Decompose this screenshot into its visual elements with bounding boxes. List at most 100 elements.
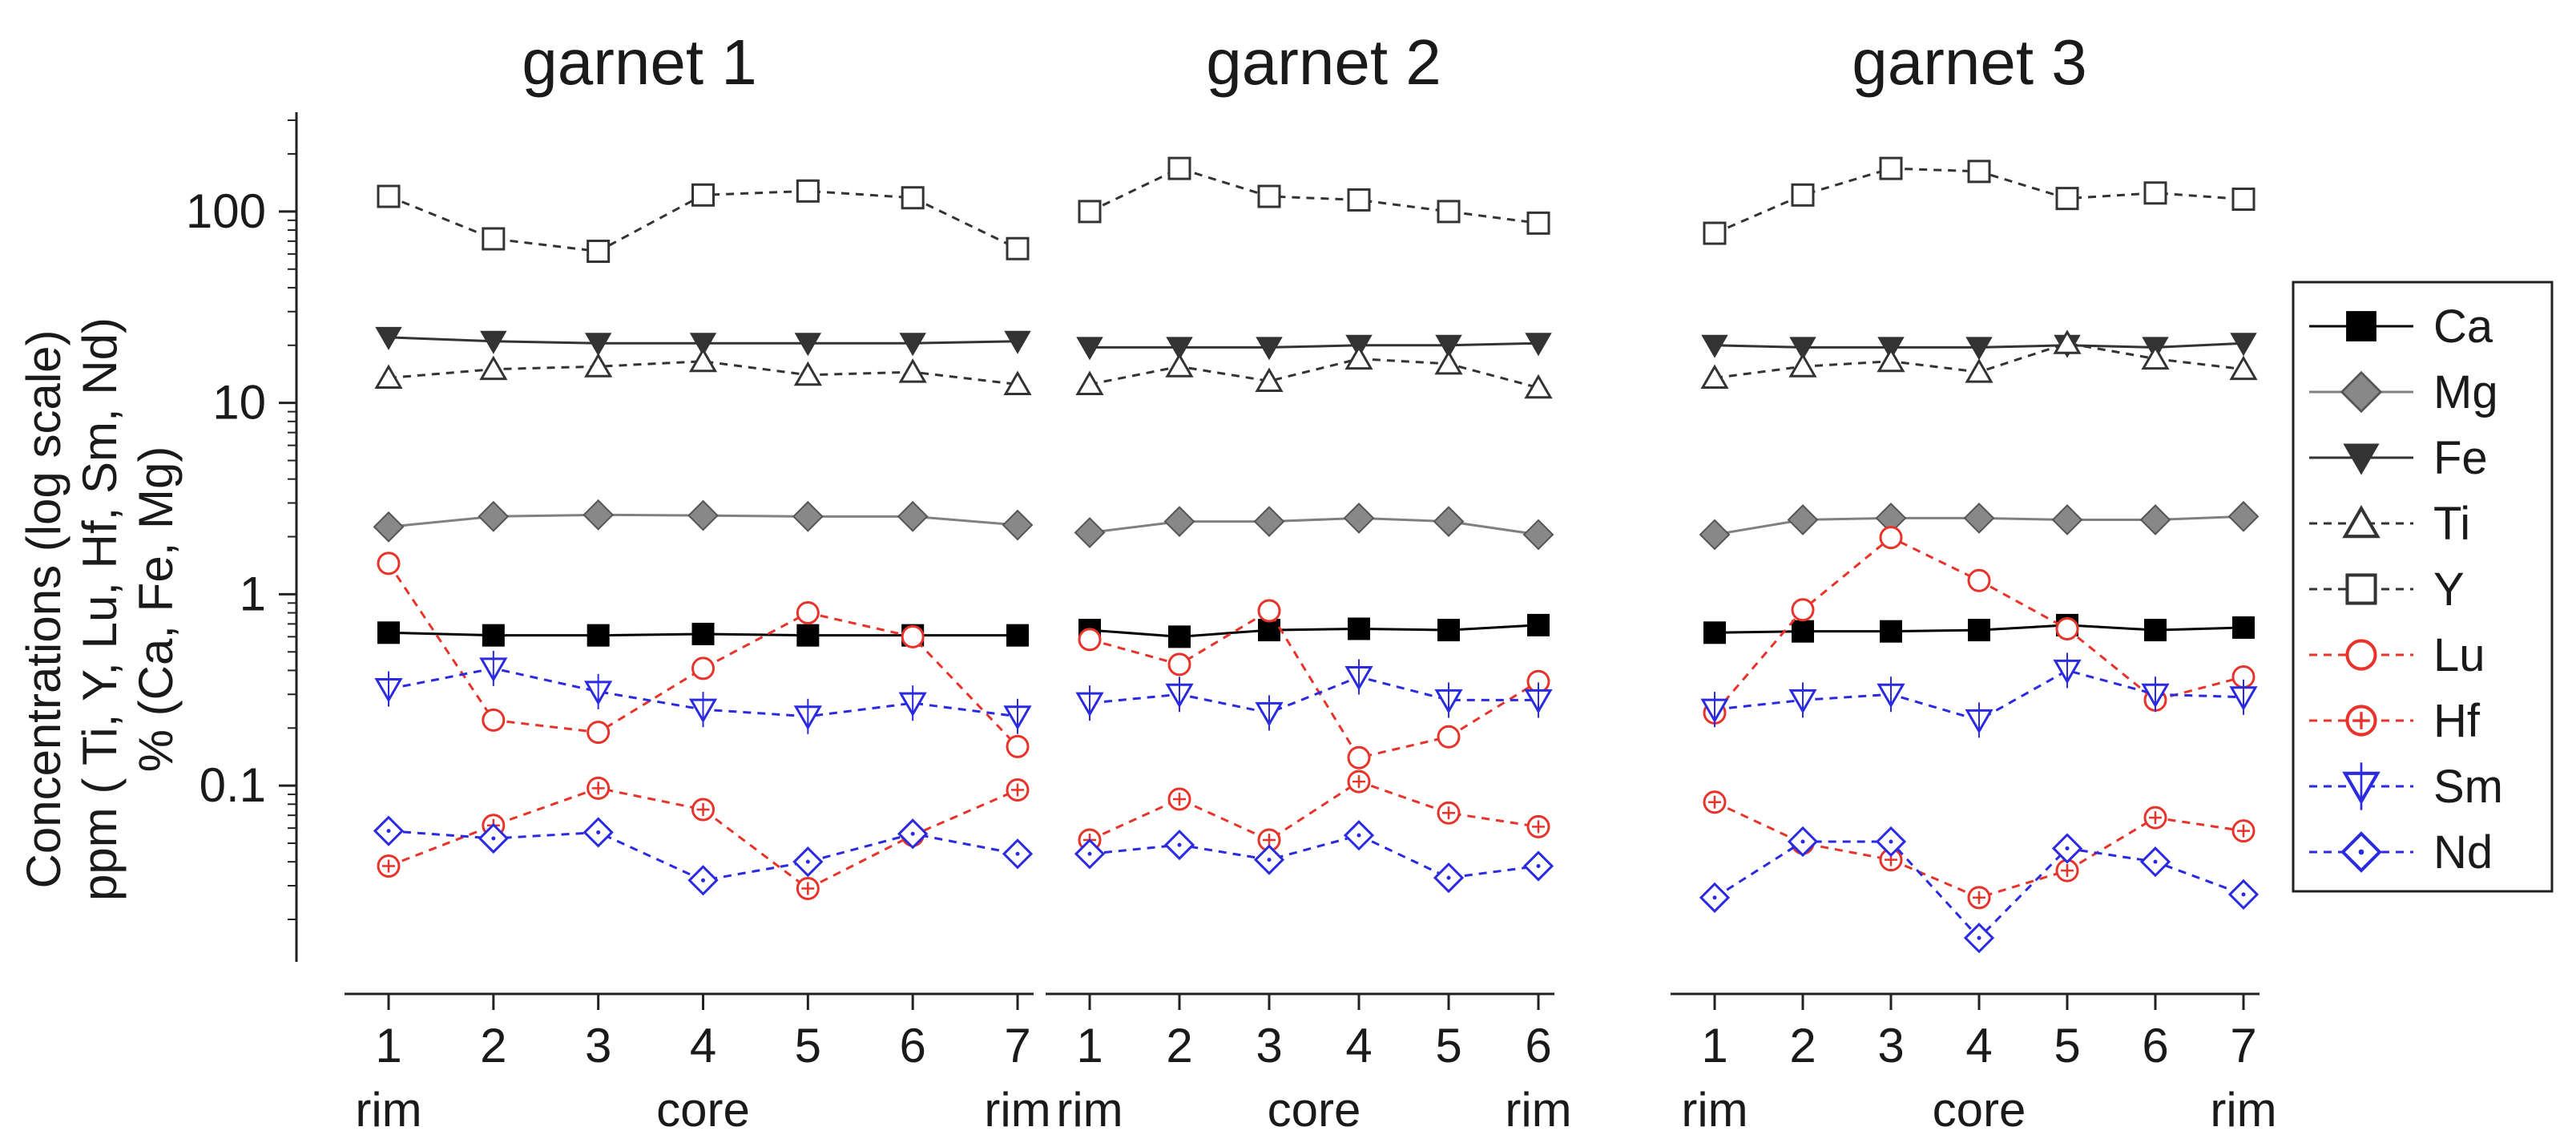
x-position-label: rim bbox=[1056, 1083, 1123, 1137]
data-point bbox=[1347, 769, 1371, 794]
data-point bbox=[1344, 659, 1373, 695]
data-point bbox=[375, 326, 402, 350]
series-ti bbox=[1075, 345, 1553, 399]
x-tick-label: 2 bbox=[1789, 1019, 1816, 1072]
data-point bbox=[1703, 790, 1727, 814]
data-point bbox=[901, 186, 925, 210]
data-point bbox=[1701, 334, 1728, 358]
data-point bbox=[1879, 156, 1903, 180]
series-sm bbox=[374, 650, 1032, 734]
series-line bbox=[1089, 167, 1539, 224]
data-point bbox=[478, 822, 509, 854]
data-point bbox=[2227, 500, 2260, 532]
series-hf bbox=[1703, 790, 2256, 910]
data-point bbox=[2232, 616, 2255, 639]
data-point bbox=[377, 184, 401, 208]
y-axis-label-line-3: % (Ca, Fe, Mg) bbox=[129, 446, 183, 773]
data-point bbox=[1002, 509, 1034, 541]
data-point bbox=[1075, 370, 1104, 396]
data-point bbox=[1700, 692, 1729, 728]
legend-marker bbox=[2340, 831, 2382, 873]
data-point bbox=[584, 333, 612, 357]
data-point bbox=[1787, 826, 1819, 858]
x-tick-label: 7 bbox=[1004, 1019, 1030, 1072]
data-point bbox=[1003, 370, 1032, 396]
series-ca bbox=[1703, 613, 2255, 644]
series-lu bbox=[1078, 599, 1550, 769]
legend-item-lu: Lu bbox=[2309, 629, 2485, 681]
y-tick-label: 100 bbox=[186, 184, 266, 238]
data-point bbox=[482, 708, 506, 732]
x-tick-label: 5 bbox=[2054, 1019, 2080, 1072]
data-point bbox=[1525, 333, 1552, 357]
data-point bbox=[1078, 200, 1102, 224]
panel-title: garnet 2 bbox=[1206, 26, 1441, 98]
data-point bbox=[479, 355, 508, 381]
data-point bbox=[1524, 374, 1553, 399]
x-tick-label: 6 bbox=[1525, 1019, 1551, 1072]
data-point bbox=[2143, 806, 2167, 830]
x-tick-label: 2 bbox=[480, 1019, 506, 1072]
data-point bbox=[1967, 568, 1991, 592]
legend-marker bbox=[2342, 762, 2380, 810]
data-point bbox=[1347, 745, 1371, 769]
series-ca bbox=[1078, 613, 1550, 648]
data-point bbox=[1877, 677, 1905, 713]
legend-item-ca: Ca bbox=[2309, 301, 2493, 353]
x-tick-label: 4 bbox=[690, 1019, 716, 1072]
data-point bbox=[2230, 333, 2257, 357]
series-ca bbox=[377, 621, 1029, 647]
data-point bbox=[1437, 725, 1461, 749]
data-point bbox=[2229, 355, 2258, 381]
data-point bbox=[796, 601, 820, 625]
data-point bbox=[1967, 160, 1991, 184]
x-tick-label: 4 bbox=[1345, 1019, 1372, 1072]
data-point bbox=[1006, 734, 1030, 758]
x-tick-label: 3 bbox=[1256, 1019, 1282, 1072]
data-point bbox=[688, 692, 718, 728]
data-point bbox=[1875, 826, 1907, 858]
legend-item-sm: Sm bbox=[2309, 761, 2503, 813]
data-point bbox=[1703, 221, 1727, 245]
data-point bbox=[1168, 625, 1191, 648]
data-point bbox=[1789, 337, 1816, 361]
x-position-label: rim bbox=[1681, 1083, 1748, 1137]
data-point bbox=[587, 721, 611, 745]
legend-marker bbox=[2345, 705, 2377, 737]
x-tick-label: 3 bbox=[585, 1019, 611, 1072]
data-point bbox=[1165, 677, 1194, 713]
series-mg bbox=[1074, 502, 1554, 551]
data-point bbox=[691, 622, 715, 645]
series-line bbox=[1089, 624, 1539, 638]
data-point bbox=[587, 776, 611, 800]
data-point bbox=[2053, 652, 2082, 689]
series-line bbox=[1089, 608, 1539, 759]
data-point bbox=[1792, 620, 1814, 643]
data-point bbox=[1522, 850, 1554, 882]
legend-label: Hf bbox=[2433, 695, 2481, 747]
x-tick-label: 1 bbox=[1701, 1019, 1727, 1072]
data-point bbox=[1879, 526, 1903, 550]
series-lu bbox=[377, 551, 1030, 758]
data-point bbox=[901, 624, 925, 648]
data-point bbox=[373, 815, 405, 846]
data-point bbox=[793, 698, 822, 734]
data-point bbox=[1075, 685, 1104, 721]
x-tick-label: 7 bbox=[2230, 1019, 2256, 1072]
data-point bbox=[1524, 682, 1553, 718]
data-point bbox=[691, 183, 715, 207]
data-point bbox=[584, 353, 613, 378]
data-point bbox=[374, 364, 403, 390]
data-point bbox=[897, 818, 929, 850]
data-point bbox=[1965, 337, 1993, 361]
legend-label: Fe bbox=[2433, 432, 2488, 484]
data-point bbox=[2144, 619, 2167, 642]
data-point bbox=[377, 551, 401, 576]
data-point bbox=[1074, 517, 1106, 548]
legend-marker bbox=[2345, 639, 2377, 671]
data-point bbox=[1526, 211, 1550, 235]
data-point bbox=[2227, 878, 2260, 911]
x-position-label: core bbox=[1933, 1083, 2026, 1137]
series-fe bbox=[1701, 333, 2257, 361]
data-point bbox=[1880, 620, 1902, 643]
